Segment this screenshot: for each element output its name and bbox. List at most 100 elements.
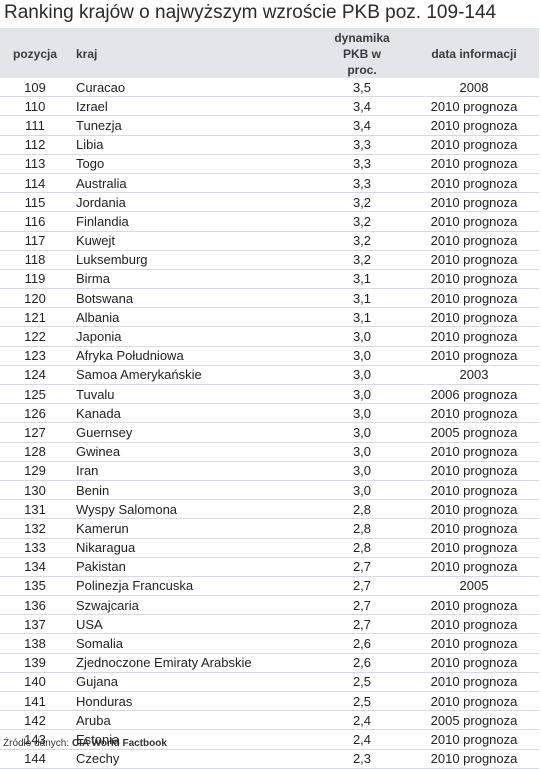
table-row: 139 Zjednoczone Emiraty Arabskie 2,6 2010 p…: [0, 653, 539, 673]
cell-kraj: Kanada: [70, 403, 315, 424]
cell-kraj: Birma: [70, 269, 315, 290]
cell-kraj: Polinezja Francuska: [70, 576, 315, 597]
cell-kraj: Curacao: [70, 78, 315, 98]
cell-pozycja: 120: [0, 288, 70, 309]
cell-pozycja: 116: [0, 211, 70, 232]
cell-pozycja: 130: [0, 480, 70, 501]
cell-dynamika: 3,2: [315, 231, 409, 251]
cell-data-informacji: 2010 prognoza: [409, 518, 539, 539]
cell-kraj: Kamerun: [70, 518, 315, 539]
table-row: 113 Togo 3,3 2010 prognoza: [0, 154, 539, 174]
table-row: 128 Gwinea 3,0 2010 prognoza: [0, 442, 539, 462]
cell-pozycja: 137: [0, 614, 70, 635]
cell-data-informacji: 2008: [409, 78, 539, 98]
cell-pozycja: 138: [0, 633, 70, 654]
cell-kraj: Izrael: [70, 96, 315, 117]
header-dynamika: dynamika PKB w proc.: [315, 28, 409, 78]
cell-kraj: Somalia: [70, 633, 315, 654]
cell-dynamika: 3,3: [315, 154, 409, 174]
cell-pozycja: 114: [0, 173, 70, 194]
cell-data-informacji: 2010 prognoza: [409, 115, 539, 136]
cell-data-informacji: 2010 prognoza: [409, 173, 539, 194]
cell-kraj: Australia: [70, 173, 315, 194]
cell-data-informacji: 2010 prognoza: [409, 633, 539, 654]
cell-pozycja: 144: [0, 749, 70, 769]
table-row: 131 Wyspy Salomona 2,8 2010 prognoza: [0, 499, 539, 520]
cell-pozycja: 122: [0, 326, 70, 347]
cell-kraj: Iran: [70, 461, 315, 481]
cell-pozycja: 126: [0, 403, 70, 424]
cell-data-informacji: 2010 prognoza: [409, 538, 539, 558]
table-row: 109 Curacao 3,5 2008: [0, 78, 539, 98]
cell-data-informacji: 2010 prognoza: [409, 442, 539, 462]
cell-dynamika: 2,6: [315, 653, 409, 673]
table-row: 120 Botswana 3,1 2010 prognoza: [0, 288, 539, 309]
cell-data-informacji: 2010 prognoza: [409, 480, 539, 501]
cell-pozycja: 118: [0, 250, 70, 270]
cell-dynamika: 2,8: [315, 538, 409, 558]
cell-dynamika: 3,0: [315, 384, 409, 405]
cell-pozycja: 128: [0, 442, 70, 462]
cell-pozycja: 129: [0, 461, 70, 481]
table-row: 116 Finlandia 3,2 2010 prognoza: [0, 211, 539, 232]
cell-kraj: Finlandia: [70, 211, 315, 232]
cell-dynamika: 3,0: [315, 461, 409, 481]
source-label: Źródło danych:: [3, 738, 70, 749]
cell-data-informacji: 2005 prognoza: [409, 422, 539, 443]
cell-kraj: Tuvalu: [70, 384, 315, 405]
cell-data-informacji: 2010 prognoza: [409, 672, 539, 693]
cell-pozycja: 125: [0, 384, 70, 405]
table-row: 121 Albania 3,1 2010 prognoza: [0, 307, 539, 328]
table-row: 122 Japonia 3,0 2010 prognoza: [0, 326, 539, 347]
cell-pozycja: 109: [0, 78, 70, 98]
cell-dynamika: 3,0: [315, 422, 409, 443]
cell-kraj: Benin: [70, 480, 315, 501]
table-row: 143 Estonia 2,4 2010 prognoza: [0, 729, 539, 750]
table-row: 135 Polinezja Francuska 2,7 2005: [0, 576, 539, 597]
cell-data-informacji: 2003: [409, 365, 539, 386]
cell-dynamika: 3,0: [315, 442, 409, 462]
cell-dynamika: 3,2: [315, 192, 409, 213]
cell-kraj: Honduras: [70, 691, 315, 712]
cell-data-informacji: 2010 prognoza: [409, 614, 539, 635]
cell-kraj: Pakistan: [70, 557, 315, 577]
cell-pozycja: 141: [0, 691, 70, 712]
cell-pozycja: 142: [0, 710, 70, 731]
cell-data-informacji: 2010 prognoza: [409, 499, 539, 520]
cell-pozycja: 143: [0, 729, 70, 750]
table-header: pozycja kraj dynamika PKB w proc. data i…: [0, 28, 539, 78]
cell-dynamika: 3,0: [315, 403, 409, 424]
table-body: 109 Curacao 3,5 2008 110 Izrael 3,4 2010 progno…: [0, 78, 539, 769]
cell-dynamika: 2,7: [315, 576, 409, 597]
cell-kraj: Togo: [70, 154, 315, 174]
table-row: 126 Kanada 3,0 2010 prognoza: [0, 403, 539, 424]
cell-data-informacji: 2010 prognoza: [409, 749, 539, 769]
table-row: 140 Gujana 2,5 2010 prognoza: [0, 672, 539, 693]
cell-kraj: Guernsey: [70, 422, 315, 443]
table-row: 144 Czechy 2,3 2010 prognoza: [0, 749, 539, 769]
cell-data-informacji: 2010 prognoza: [409, 288, 539, 309]
source-value: CIA World Factbook: [71, 738, 167, 749]
cell-dynamika: 2,7: [315, 614, 409, 635]
table-row: 134 Pakistan 2,7 2010 prognoza: [0, 557, 539, 577]
cell-kraj: Zjednoczone Emiraty Arabskie: [70, 653, 315, 673]
cell-pozycja: 123: [0, 346, 70, 366]
table-row: 114 Australia 3,3 2010 prognoza: [0, 173, 539, 194]
source-note: Źródło danych: CIA World Factbook: [3, 738, 167, 749]
cell-dynamika: 3,4: [315, 96, 409, 117]
cell-dynamika: 2,7: [315, 557, 409, 577]
cell-kraj: Samoa Amerykańskie: [70, 365, 315, 386]
table-row: 111 Tunezja 3,4 2010 prognoza: [0, 115, 539, 136]
cell-kraj: Jordania: [70, 192, 315, 213]
cell-pozycja: 127: [0, 422, 70, 443]
cell-data-informacji: 2010 prognoza: [409, 211, 539, 232]
cell-dynamika: 2,8: [315, 499, 409, 520]
cell-dynamika: 2,7: [315, 595, 409, 616]
cell-kraj: Kuwejt: [70, 231, 315, 251]
cell-kraj: Japonia: [70, 326, 315, 347]
cell-kraj: USA: [70, 614, 315, 635]
cell-dynamika: 3,1: [315, 307, 409, 328]
table-row: 110 Izrael 3,4 2010 prognoza: [0, 96, 539, 117]
cell-kraj: Gwinea: [70, 442, 315, 462]
